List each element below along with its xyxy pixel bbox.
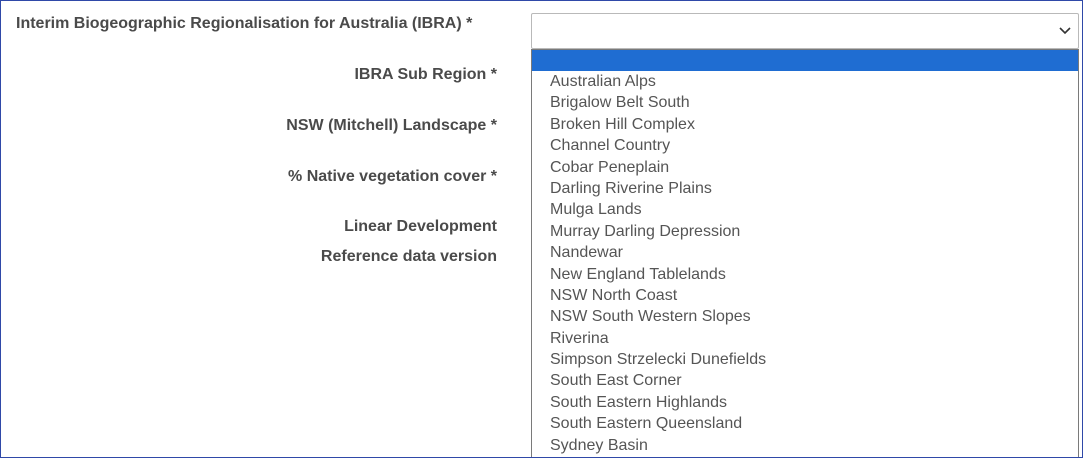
dropdown-option[interactable]: Sydney Basin [550,436,648,454]
reference-data-version-label: Reference data version [320,248,497,265]
ibra-label: Interim Biogeographic Regionalisation fo… [16,15,473,32]
dropdown-option[interactable]: Cobar Peneplain [550,158,670,176]
dropdown-option[interactable]: New England Tablelands [550,265,726,283]
highlighted-empty-option[interactable] [532,50,1078,71]
linear-development-label: Linear Development [344,218,497,235]
dropdown-option[interactable]: Murray Darling Depression [550,222,741,240]
dropdown-option[interactable]: Mulga Lands [550,201,642,219]
dropdown-option[interactable]: South Eastern Queensland [550,415,743,433]
dropdown-option[interactable]: South Eastern Highlands [550,393,727,411]
dropdown-option[interactable]: Broken Hill Complex [550,115,695,133]
ibra-sub-region-label: IBRA Sub Region * [354,66,497,83]
dropdown-option[interactable]: Darling Riverine Plains [550,179,712,197]
dropdown-option[interactable]: Australian Alps [550,73,656,90]
ibra-select[interactable] [531,13,1079,49]
chevron-down-icon [1059,27,1071,35]
dropdown-option[interactable]: Brigalow Belt South [550,94,690,112]
dropdown-option[interactable]: Simpson Strzelecki Dunefields [550,351,767,369]
dropdown-option[interactable]: NSW South Western Slopes [550,308,751,326]
ibra-dropdown-list[interactable]: Australian Alps Brigalow Belt South Broken… [531,49,1079,457]
native-vegetation-label: % Native vegetation cover * [288,168,497,185]
dropdown-option[interactable]: South East Corner [550,372,682,390]
mitchell-landscape-label: NSW (Mitchell) Landscape * [286,117,497,134]
dropdown-option[interactable]: Channel Country [550,137,671,155]
dropdown-option[interactable]: NSW North Coast [550,286,678,304]
dropdown-option[interactable]: Nandewar [550,244,623,262]
dropdown-option[interactable]: Riverina [550,329,609,347]
